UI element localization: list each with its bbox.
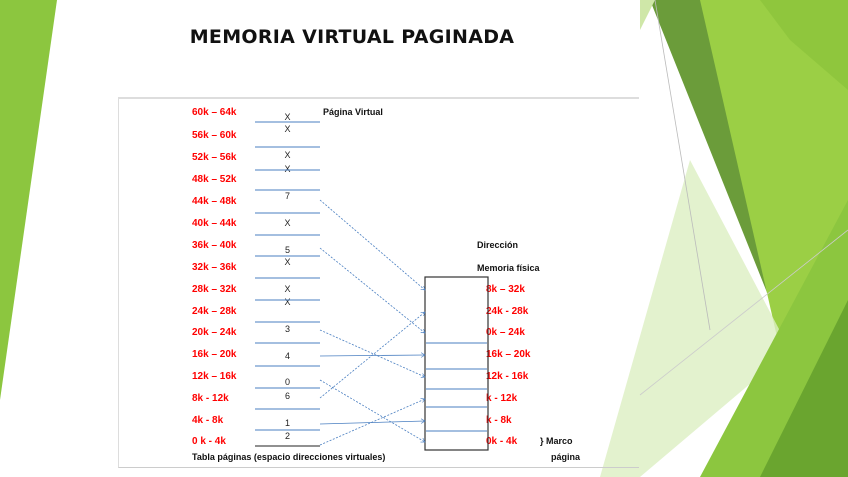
physical-range-label: 16k – 20k: [486, 349, 531, 360]
page-table-entry: X: [284, 284, 291, 294]
virtual-range-label: 28k – 32k: [192, 284, 237, 295]
physical-range-label: k - 12k: [486, 393, 518, 404]
page-table-entry: 2: [284, 431, 290, 441]
page-table-entry: 1: [284, 418, 290, 428]
physical-range-label: k - 8k: [486, 415, 512, 426]
virtual-range-label: 20k – 24k: [192, 327, 237, 338]
virtual-range-label: 12k – 16k: [192, 371, 237, 382]
mapping-arrow-page-6: [319, 312, 425, 399]
mapping-arrow-page-0: [319, 379, 425, 442]
physical-range-label: 0k - 4k: [486, 436, 518, 447]
page-table-entry: X: [284, 150, 291, 160]
virtual-range-label: 36k – 40k: [192, 240, 237, 251]
left-green-triangle: [0, 0, 57, 400]
mapping-arrow-page-1: [319, 421, 425, 425]
mapping-arrow-page-5: [319, 247, 425, 333]
virtual-range-label: 52k – 56k: [192, 152, 237, 163]
virtual-range-label: 48k – 52k: [192, 174, 237, 185]
virtual-range-label: 16k – 20k: [192, 349, 237, 360]
page-table-caption: Tabla páginas (espacio direcciones virtu…: [192, 452, 386, 462]
page-table-entry: X: [284, 257, 291, 267]
virtual-range-label: 32k – 36k: [192, 262, 237, 273]
virtual-range-label: 56k – 60k: [192, 130, 237, 141]
frame-label-2: página: [551, 452, 581, 462]
physical-range-label: 12k - 16k: [486, 371, 529, 382]
page-table-entry: 5: [284, 245, 290, 255]
mapping-arrow-page-2: [319, 399, 425, 446]
page-table-entry: 3: [284, 324, 290, 334]
virtual-range-label: 60k – 64k: [192, 107, 237, 118]
physical-range-label: 24k - 28k: [486, 306, 529, 317]
light-green-triangle: [700, 0, 848, 350]
virtual-page-header: Página Virtual: [323, 107, 383, 117]
virtual-range-label: 40k – 44k: [192, 218, 237, 229]
virtual-range-label: 8k - 12k: [192, 393, 229, 404]
mapping-arrow-page-3: [319, 329, 425, 377]
slide-title: MEMORIA VIRTUAL PAGINADA: [189, 26, 515, 48]
physical-memory-box: [424, 276, 489, 451]
mapping-arrow-page-7: [319, 199, 425, 290]
frame-label: } Marco: [540, 436, 573, 446]
page-table-entry: X: [284, 124, 291, 134]
virtual-range-label: 44k – 48k: [192, 196, 237, 207]
page-table-entry: 0: [284, 377, 290, 387]
virtual-range-label: 4k - 8k: [192, 415, 224, 426]
physical-range-label: 8k – 32k: [486, 284, 525, 295]
page-table-entry: 7: [284, 191, 290, 201]
virtual-range-label: 0 k - 4k: [192, 436, 226, 447]
physical-range-label: 0k – 24k: [486, 327, 525, 338]
page-table-entry: 4: [284, 351, 290, 361]
virtual-range-label: 24k – 28k: [192, 306, 237, 317]
page-table-entry: X: [284, 218, 291, 228]
page-table-entry: X: [284, 112, 291, 122]
page-table-entry: X: [284, 297, 291, 307]
page-table-entry: 6: [284, 391, 290, 401]
physical-header-2: Memoria física: [477, 263, 540, 273]
page-table-entry: X: [284, 164, 291, 174]
embedded-figure: [118, 97, 639, 468]
physical-header-1: Dirección: [477, 240, 519, 250]
